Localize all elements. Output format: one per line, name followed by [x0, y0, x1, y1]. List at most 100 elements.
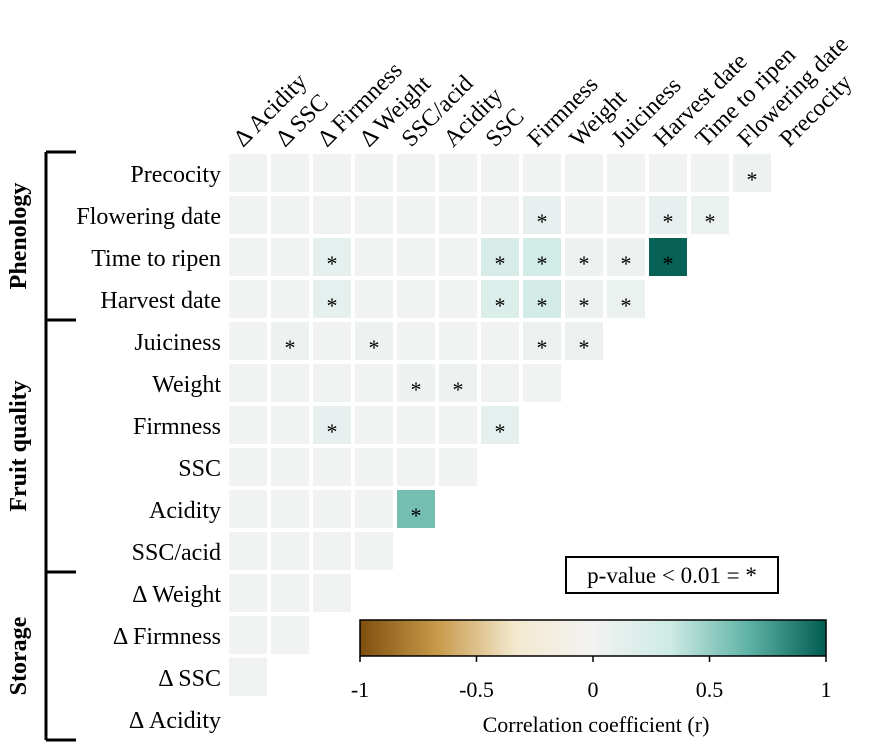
heatmap-cell-flowering-date-harvest-date — [649, 196, 687, 234]
heatmap-cell-ssc-delta-weight — [355, 448, 393, 486]
colorbar-tick-label: 0 — [588, 677, 599, 702]
heatmap-cell-acidity-delta-weight — [355, 490, 393, 528]
heatmap-cell-acidity-ssc-acid — [397, 490, 435, 528]
heatmap-cell-time-to-ripen-delta-acidity — [229, 238, 267, 276]
heatmap-cell-harvest-date-weight — [565, 280, 603, 318]
heatmap-cell-harvest-date-delta-weight — [355, 280, 393, 318]
significance-star-time-to-ripen-harvest-date: * — [663, 251, 674, 276]
group-label-phenology: Phenology — [6, 183, 32, 290]
heatmap-cell-time-to-ripen-ssc — [481, 238, 519, 276]
heatmap-cell-weight-delta-acidity — [229, 364, 267, 402]
heatmap-cell-precocity-weight — [565, 154, 603, 192]
significance-legend-text: p-value < 0.01 = * — [587, 563, 757, 588]
heatmap-cell-flowering-date-delta-ssc — [271, 196, 309, 234]
heatmap-cell-ssc-acid-delta-acidity — [229, 532, 267, 570]
colorbar-ticks: -1 -0.5 0 0.5 1 — [351, 656, 832, 702]
heatmap-cell-harvest-date-firmness — [523, 280, 561, 318]
heatmap-cell-juiciness-delta-firmness — [313, 322, 351, 360]
heatmap-cell-flowering-date-ssc — [481, 196, 519, 234]
heatmap-cell-time-to-ripen-harvest-date — [649, 238, 687, 276]
significance-star-flowering-date-time-to-ripen: * — [705, 209, 716, 234]
heatmap-cell-weight-delta-weight — [355, 364, 393, 402]
heatmap-cell-harvest-date-ssc — [481, 280, 519, 318]
heatmap-cell-juiciness-ssc — [481, 322, 519, 360]
significance-star-flowering-date-firmness: * — [537, 209, 548, 234]
row-label-delta-ssc: Δ SSC — [158, 666, 221, 692]
group-fruit-quality: Fruit quality — [6, 318, 76, 572]
significance-markers: * * * * * * * * * * * * * * * * * * * * * * * * — [285, 167, 758, 528]
colorbar-tick-label: -0.5 — [459, 677, 494, 702]
heatmap-cell-juiciness-delta-weight — [355, 322, 393, 360]
heatmap-cell-delta-weight-delta-ssc — [271, 574, 309, 612]
row-label-delta-weight: Δ Weight — [132, 582, 221, 608]
heatmap-cell-acidity-delta-acidity — [229, 490, 267, 528]
heatmap-cell-time-to-ripen-juiciness — [607, 238, 645, 276]
significance-star-juiciness-firmness: * — [537, 335, 548, 360]
heatmap-cell-firmness-delta-weight — [355, 406, 393, 444]
heatmap-cell-precocity-firmness — [523, 154, 561, 192]
row-label-ssc-acid: SSC/acid — [132, 540, 221, 566]
heatmap-cell-juiciness-delta-acidity — [229, 322, 267, 360]
heatmap-cell-weight-ssc — [481, 364, 519, 402]
heatmap-cell-ssc-delta-ssc — [271, 448, 309, 486]
heatmap-cell-ssc-acidity — [439, 448, 477, 486]
row-label-precocity: Precocity — [130, 162, 221, 188]
heatmap-cell-juiciness-weight — [565, 322, 603, 360]
heatmap-cell-delta-firmness-delta-ssc — [271, 616, 309, 654]
heatmap-cell-time-to-ripen-firmness — [523, 238, 561, 276]
row-label-delta-firmness: Δ Firmness — [113, 624, 221, 650]
heatmap-cell-precocity-ssc-acid — [397, 154, 435, 192]
heatmap-cell-flowering-date-delta-firmness — [313, 196, 351, 234]
heatmap-cell-time-to-ripen-delta-firmness — [313, 238, 351, 276]
heatmap-cell-flowering-date-juiciness — [607, 196, 645, 234]
heatmap-cell-precocity-delta-ssc — [271, 154, 309, 192]
heatmap-cell-harvest-date-delta-ssc — [271, 280, 309, 318]
significance-star-harvest-date-juiciness: * — [621, 293, 632, 318]
significance-star-time-to-ripen-weight: * — [579, 251, 590, 276]
significance-star-firmness-ssc: * — [495, 419, 506, 444]
colorbar-tick-label: 1 — [821, 677, 832, 702]
heatmap-cell-flowering-date-delta-acidity — [229, 196, 267, 234]
significance-star-time-to-ripen-firmness: * — [537, 251, 548, 276]
heatmap-cell-firmness-acidity — [439, 406, 477, 444]
heatmap-cell-weight-firmness — [523, 364, 561, 402]
significance-star-harvest-date-firmness: * — [537, 293, 548, 318]
heatmap-cell-firmness-ssc — [481, 406, 519, 444]
significance-star-juiciness-delta-weight: * — [369, 335, 380, 360]
row-label-acidity: Acidity — [149, 498, 221, 524]
heatmap-cell-juiciness-firmness — [523, 322, 561, 360]
heatmap-cell-firmness-delta-firmness — [313, 406, 351, 444]
significance-star-time-to-ripen-delta-firmness: * — [327, 251, 338, 276]
significance-star-harvest-date-weight: * — [579, 293, 590, 318]
colorbar-tick-label: -1 — [351, 677, 369, 702]
heatmap-cell-ssc-acid-delta-firmness — [313, 532, 351, 570]
heatmap-cell-precocity-ssc — [481, 154, 519, 192]
heatmap-cell-time-to-ripen-delta-ssc — [271, 238, 309, 276]
heatmap-cell-weight-acidity — [439, 364, 477, 402]
heatmap-cell-firmness-delta-acidity — [229, 406, 267, 444]
heatmap-cell-juiciness-delta-ssc — [271, 322, 309, 360]
significance-star-juiciness-weight: * — [579, 335, 590, 360]
heatmap-cell-precocity-juiciness — [607, 154, 645, 192]
heatmap-cell-time-to-ripen-acidity — [439, 238, 477, 276]
heatmap-cell-harvest-date-acidity — [439, 280, 477, 318]
row-label-juiciness: Juiciness — [134, 330, 221, 356]
heatmap-cell-flowering-date-time-to-ripen — [691, 196, 729, 234]
colorbar-gradient — [359, 619, 827, 657]
row-label-harvest-date: Harvest date — [100, 288, 221, 314]
significance-star-juiciness-delta-ssc: * — [285, 335, 296, 360]
heatmap-cell-flowering-date-ssc-acid — [397, 196, 435, 234]
heatmap-cell-flowering-date-firmness — [523, 196, 561, 234]
significance-star-flowering-date-harvest-date: * — [663, 209, 674, 234]
heatmap-cell-harvest-date-delta-acidity — [229, 280, 267, 318]
heatmap-cell-delta-weight-delta-acidity — [229, 574, 267, 612]
group-label-storage: Storage — [6, 616, 32, 695]
heatmap-cell-time-to-ripen-ssc-acid — [397, 238, 435, 276]
heatmap-cell-ssc-delta-firmness — [313, 448, 351, 486]
row-labels: Precocity Flowering date Time to ripen Harv… — [76, 162, 221, 734]
heatmap-cell-harvest-date-delta-firmness — [313, 280, 351, 318]
significance-star-precocity-flowering-date: * — [747, 167, 758, 192]
row-label-ssc: SSC — [178, 456, 221, 482]
heatmap-cell-precocity-delta-acidity — [229, 154, 267, 192]
